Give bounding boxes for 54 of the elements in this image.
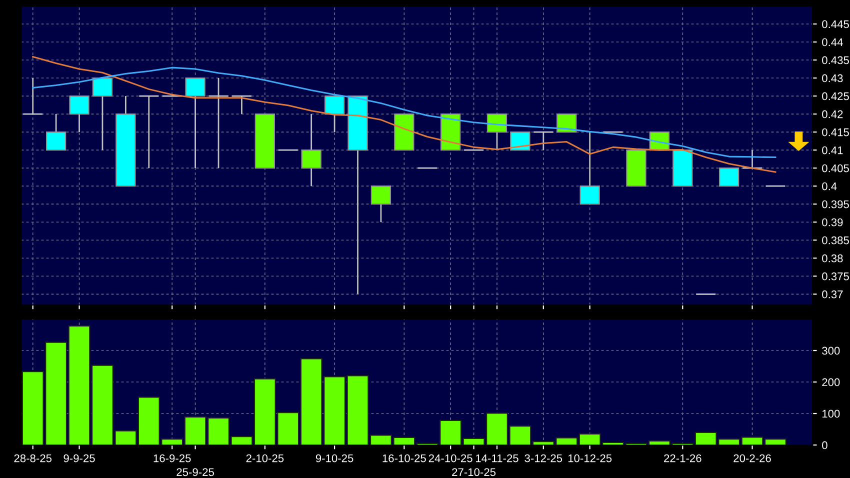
y-tick-label: 0.41 [822,146,843,154]
y-tick-label: 0.435 [822,56,849,64]
y-tick-label: 0.445 [822,20,849,28]
x-tick-label: 22-1-26 [664,454,702,462]
candlestick [370,185,392,223]
candlestick [231,95,252,115]
line-series [32,56,776,173]
y-tick-label: 0.385 [822,236,849,244]
y-tick-label: 0.375 [822,272,849,280]
candlestick [138,95,160,169]
x-tick-label: 20-2-26 [734,454,771,462]
y-tick-label: 100 [822,410,840,418]
y-tick-label: 300 [822,346,840,355]
y-tick-label: 0.405 [822,164,849,172]
candlestick [185,77,206,169]
candlestick [742,149,763,169]
x-tick-label: 25-9-25 [176,468,214,476]
y-tick-label: 0.38 [822,254,843,262]
y-tick-label: 0.4 [822,182,837,190]
y-tick-label: 0.37 [822,290,843,298]
candlestick [208,77,229,169]
x-tick-label: 14-11-25 [476,454,518,462]
y-tick-label: 0.415 [822,128,849,136]
y-tick-label: 0.44 [822,38,843,46]
candlestick [580,131,600,205]
x-tick-label: 9-9-25 [64,454,95,462]
candlestick [556,113,577,133]
candlestick [22,77,44,115]
x-tick-label: 2-10-25 [246,454,284,462]
y-tick-label: 0 [822,441,828,450]
x-tick-label: 16-10-25 [382,454,426,462]
candlestick [510,132,530,151]
candlestick [324,95,345,133]
x-tick-label: 24-10-25 [428,454,472,462]
x-tick-label: 28-8-25 [14,454,52,462]
candlestick [486,113,508,151]
x-tick-label: 3-12-25 [524,454,562,462]
x-tick-label: 10-12-25 [568,454,612,462]
y-tick-label: 0.425 [822,92,849,100]
line-series [32,66,776,158]
y-tick-label: 0.42 [822,110,843,118]
candlestick [46,113,66,151]
y-tick-label: 200 [822,378,840,386]
y-tick-label: 0.395 [822,200,849,208]
candlestick [532,131,554,151]
x-tick-label: 16-9-25 [154,454,191,462]
y-tick-label: 0.39 [822,218,843,226]
candlestick [718,168,740,187]
x-tick-label: 9-10-25 [316,454,354,462]
candlestick [69,95,90,133]
y-tick-label: 0.43 [822,74,843,82]
x-tick-label: 27-10-25 [452,468,496,476]
candlestick [301,113,322,187]
candlestick [92,77,113,151]
